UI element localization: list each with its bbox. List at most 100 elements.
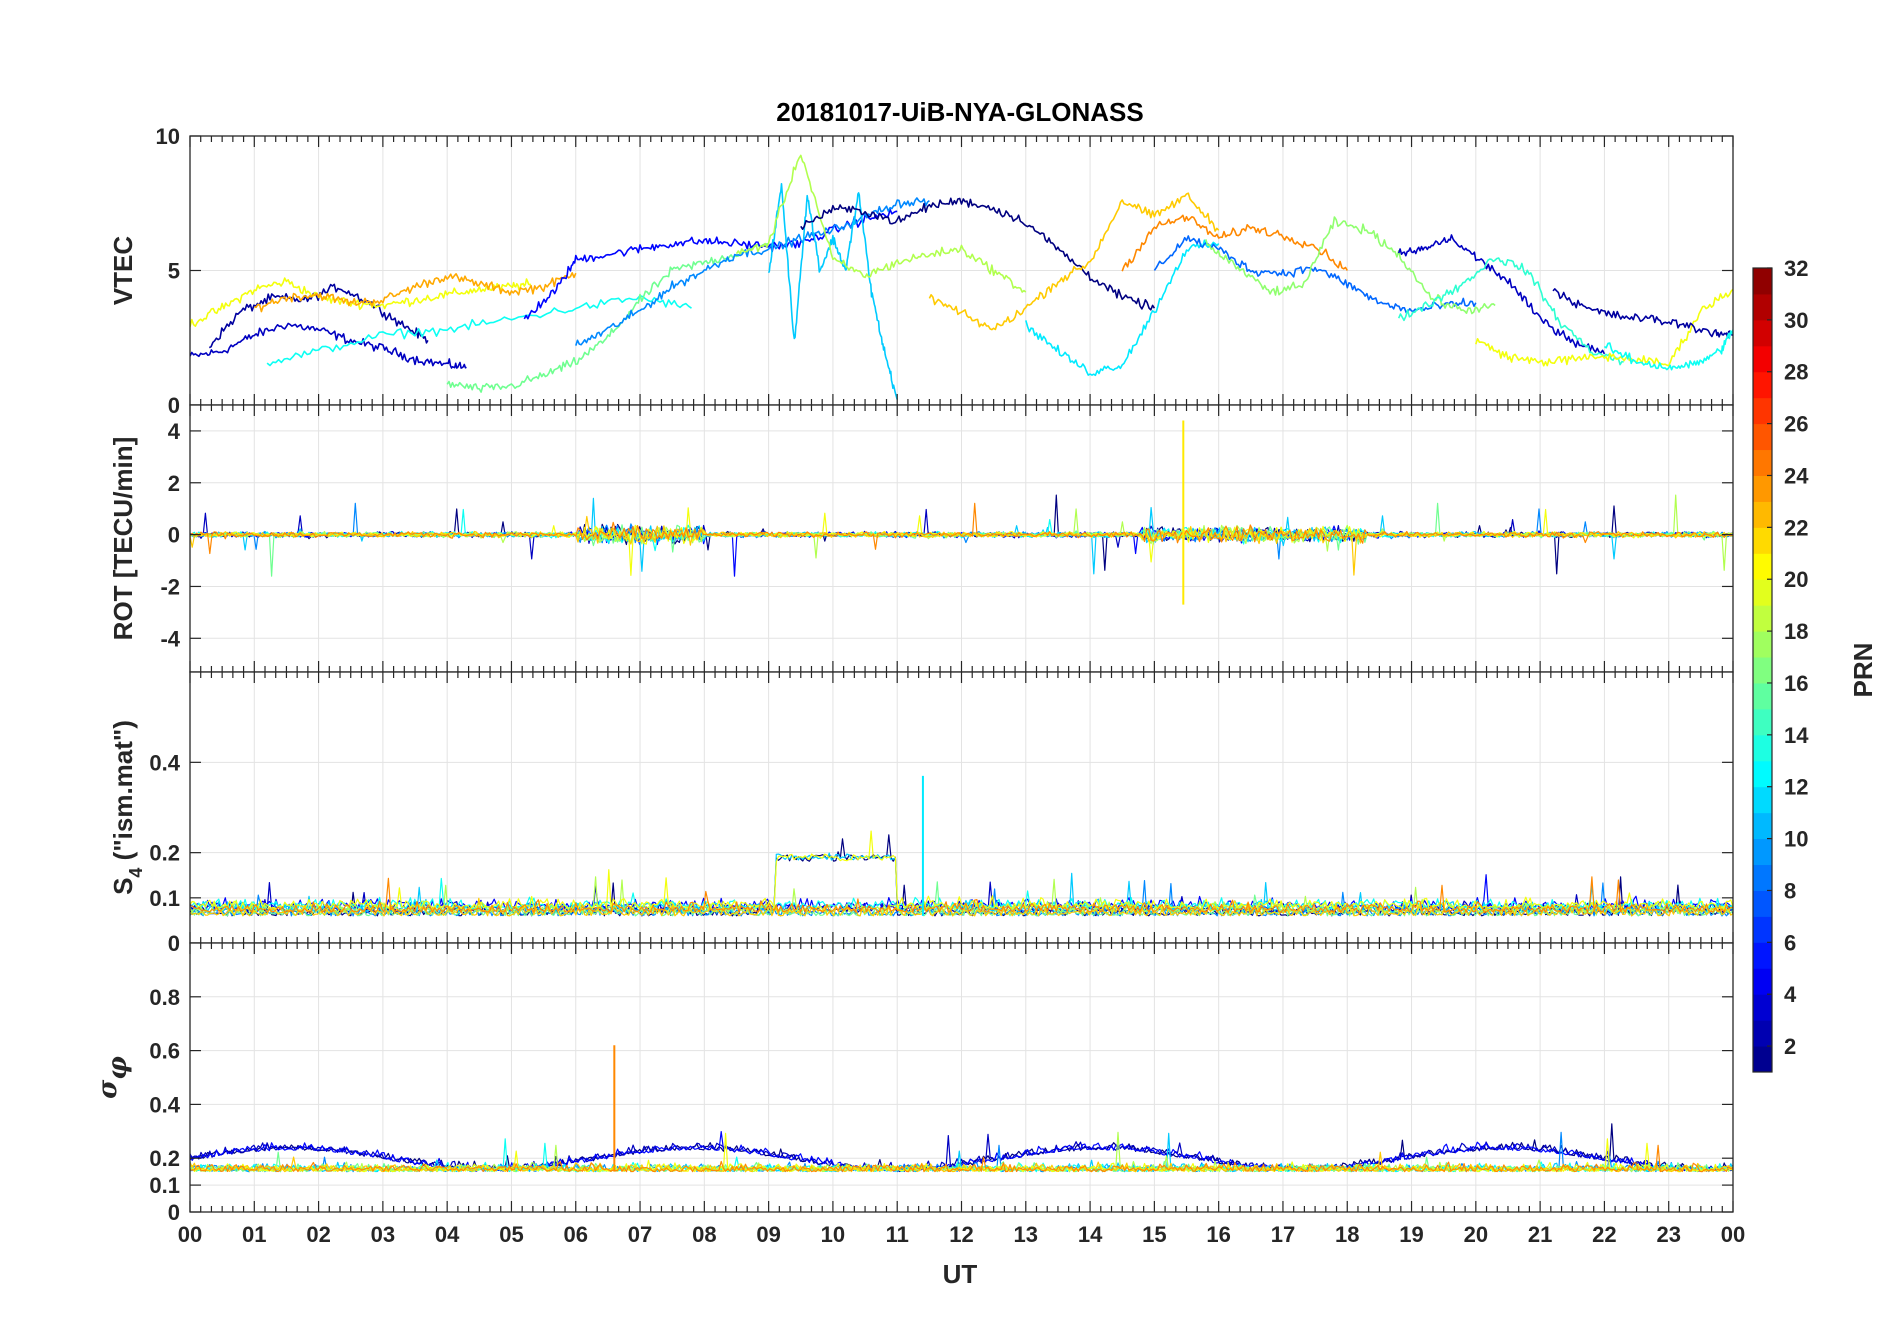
colorbar-band xyxy=(1753,812,1772,840)
x-tick-label: 12 xyxy=(949,1222,973,1247)
colorbar-tick-label: 12 xyxy=(1784,775,1808,800)
colorbar-band xyxy=(1753,371,1772,399)
y-tick-label: 0.4 xyxy=(149,750,180,775)
colorbar-tick-label: 16 xyxy=(1784,671,1808,696)
panel-sigma-data xyxy=(190,1045,1733,1173)
vtec-series-prn-14 xyxy=(1397,257,1624,366)
x-tick-labels: 00 01 02 03 04 05 06 07 08 09 10 11 12 13 14 15 16 17 18 19… xyxy=(178,1222,1745,1247)
colorbar-tick-label: 30 xyxy=(1784,308,1808,333)
vtec-series-prn-22 xyxy=(928,192,1220,331)
vtec-series-prn-1 xyxy=(800,197,1156,311)
vtec-series-prn-17 xyxy=(1205,216,1496,315)
x-tick-label: 18 xyxy=(1335,1222,1359,1247)
colorbar-tick-label: 24 xyxy=(1784,463,1809,488)
x-tick-label: 14 xyxy=(1078,1222,1103,1247)
vtec-series-prn-3 xyxy=(1397,234,1606,355)
x-tick-label: 01 xyxy=(242,1222,266,1247)
colorbar-band xyxy=(1753,268,1772,295)
vtec-series-prn-3 xyxy=(190,322,467,369)
panel-sigma-ylabel: σφ xyxy=(93,1056,133,1099)
colorbar-band xyxy=(1753,501,1772,528)
colorbar-band xyxy=(1753,682,1772,710)
colorbar-band xyxy=(1753,631,1772,658)
panel-sigma: 00.10.2 0.4 0.6 0.8 σφ 00 01 02 03 04 05 06 07 08 09 10… xyxy=(93,942,1745,1247)
x-tick-label: 03 xyxy=(371,1222,395,1247)
colorbar-tick-label: 22 xyxy=(1784,515,1808,540)
x-axis-label: UT xyxy=(943,1259,978,1289)
colorbar-tick-label: 28 xyxy=(1784,360,1808,385)
y-tick-label: -4 xyxy=(160,626,180,651)
panel-vtec-data xyxy=(190,154,1733,400)
colorbar-band xyxy=(1753,890,1772,917)
y-tick-label: 10 xyxy=(156,124,180,149)
panel-sigma-yticks: 00.10.2 0.4 0.6 0.8 xyxy=(149,985,1733,1225)
y-tick-label: 0.4 xyxy=(149,1092,180,1117)
colorbar-band xyxy=(1753,994,1772,1021)
colorbar-band xyxy=(1753,345,1772,373)
panel-s4-xticks xyxy=(189,672,1734,943)
colorbar-tick-label: 18 xyxy=(1784,619,1808,644)
panel-s4-yticks: 0 0.1 0.2 0.4 xyxy=(149,750,1733,956)
y-tick-label: 0 xyxy=(168,523,180,548)
colorbar-band xyxy=(1753,527,1772,554)
x-tick-label: 16 xyxy=(1206,1222,1230,1247)
colorbar-band xyxy=(1753,864,1772,891)
colorbar-band xyxy=(1753,1020,1772,1047)
y-tick-label: 2 xyxy=(168,471,180,496)
y-tick-label: 0.6 xyxy=(149,1039,180,1064)
panel-sigma-xticks xyxy=(189,943,1734,1212)
s4-series-prn-24 xyxy=(190,876,1733,913)
y-tick-label: 4 xyxy=(168,419,181,444)
panel-s4-ylabel: S4 ("ism.mat") xyxy=(108,720,146,895)
rot-series-prn-24 xyxy=(190,502,1733,555)
x-tick-label: 04 xyxy=(435,1222,460,1247)
colorbar-band xyxy=(1753,916,1772,943)
panel-vtec: 0 5 10 VTEC xyxy=(108,124,1734,418)
chart-title: 20181017-UiB-NYA-GLONASS xyxy=(776,97,1144,127)
colorbar-band xyxy=(1753,734,1772,762)
vtec-series-prn-18 xyxy=(735,154,1027,293)
y-tick-label: 0.1 xyxy=(149,1173,180,1198)
vtec-series-prn-13 xyxy=(1603,329,1733,371)
sigma-series-prn-1 xyxy=(190,1123,1733,1173)
colorbar-tick-label: 2 xyxy=(1784,1034,1796,1059)
vtec-series-prn-12 xyxy=(1025,239,1220,377)
x-tick-label: 09 xyxy=(756,1222,780,1247)
colorbar-band xyxy=(1753,397,1772,425)
y-tick-label: 0.1 xyxy=(149,886,180,911)
colorbar-tick-label: 6 xyxy=(1784,930,1796,955)
x-tick-label: 02 xyxy=(306,1222,330,1247)
y-tick-label: 0.8 xyxy=(149,985,180,1010)
x-tick-label: 21 xyxy=(1528,1222,1552,1247)
colorbar-band xyxy=(1753,760,1772,788)
colorbar-band xyxy=(1753,579,1772,606)
colorbar-band xyxy=(1753,968,1772,995)
colorbar-band xyxy=(1753,605,1772,632)
colorbar-tick-label: 10 xyxy=(1784,827,1808,852)
panel-vtec-ylabel: VTEC xyxy=(108,236,138,306)
colorbar-tick-label: 20 xyxy=(1784,567,1808,592)
x-tick-label: 08 xyxy=(692,1222,716,1247)
x-tick-label: 23 xyxy=(1656,1222,1680,1247)
colorbar-tick-label: 4 xyxy=(1784,982,1797,1007)
panel-rot-ylabel: ROT [TECU/min] xyxy=(108,437,138,641)
panel-sigma-grid xyxy=(189,943,1734,1213)
colorbar-tick-label: 8 xyxy=(1784,878,1796,903)
x-tick-label: 19 xyxy=(1399,1222,1423,1247)
colorbar-band xyxy=(1753,319,1772,347)
x-tick-label: 00 xyxy=(178,1222,202,1247)
x-tick-label: 00 xyxy=(1721,1222,1745,1247)
panel-rot-data xyxy=(190,420,1733,605)
x-tick-label: 15 xyxy=(1142,1222,1166,1247)
panel-s4: 0 0.1 0.2 0.4S4 ("ism.mat") xyxy=(108,671,1734,956)
x-tick-label: 22 xyxy=(1592,1222,1616,1247)
colorbar-label: PRN xyxy=(1848,643,1878,698)
y-tick-label: 0 xyxy=(168,393,180,418)
x-tick-label: 06 xyxy=(564,1222,588,1247)
colorbar-frame xyxy=(1752,267,1773,1073)
colorbar-band xyxy=(1753,838,1772,866)
rot-series-prn-13 xyxy=(190,508,1733,552)
